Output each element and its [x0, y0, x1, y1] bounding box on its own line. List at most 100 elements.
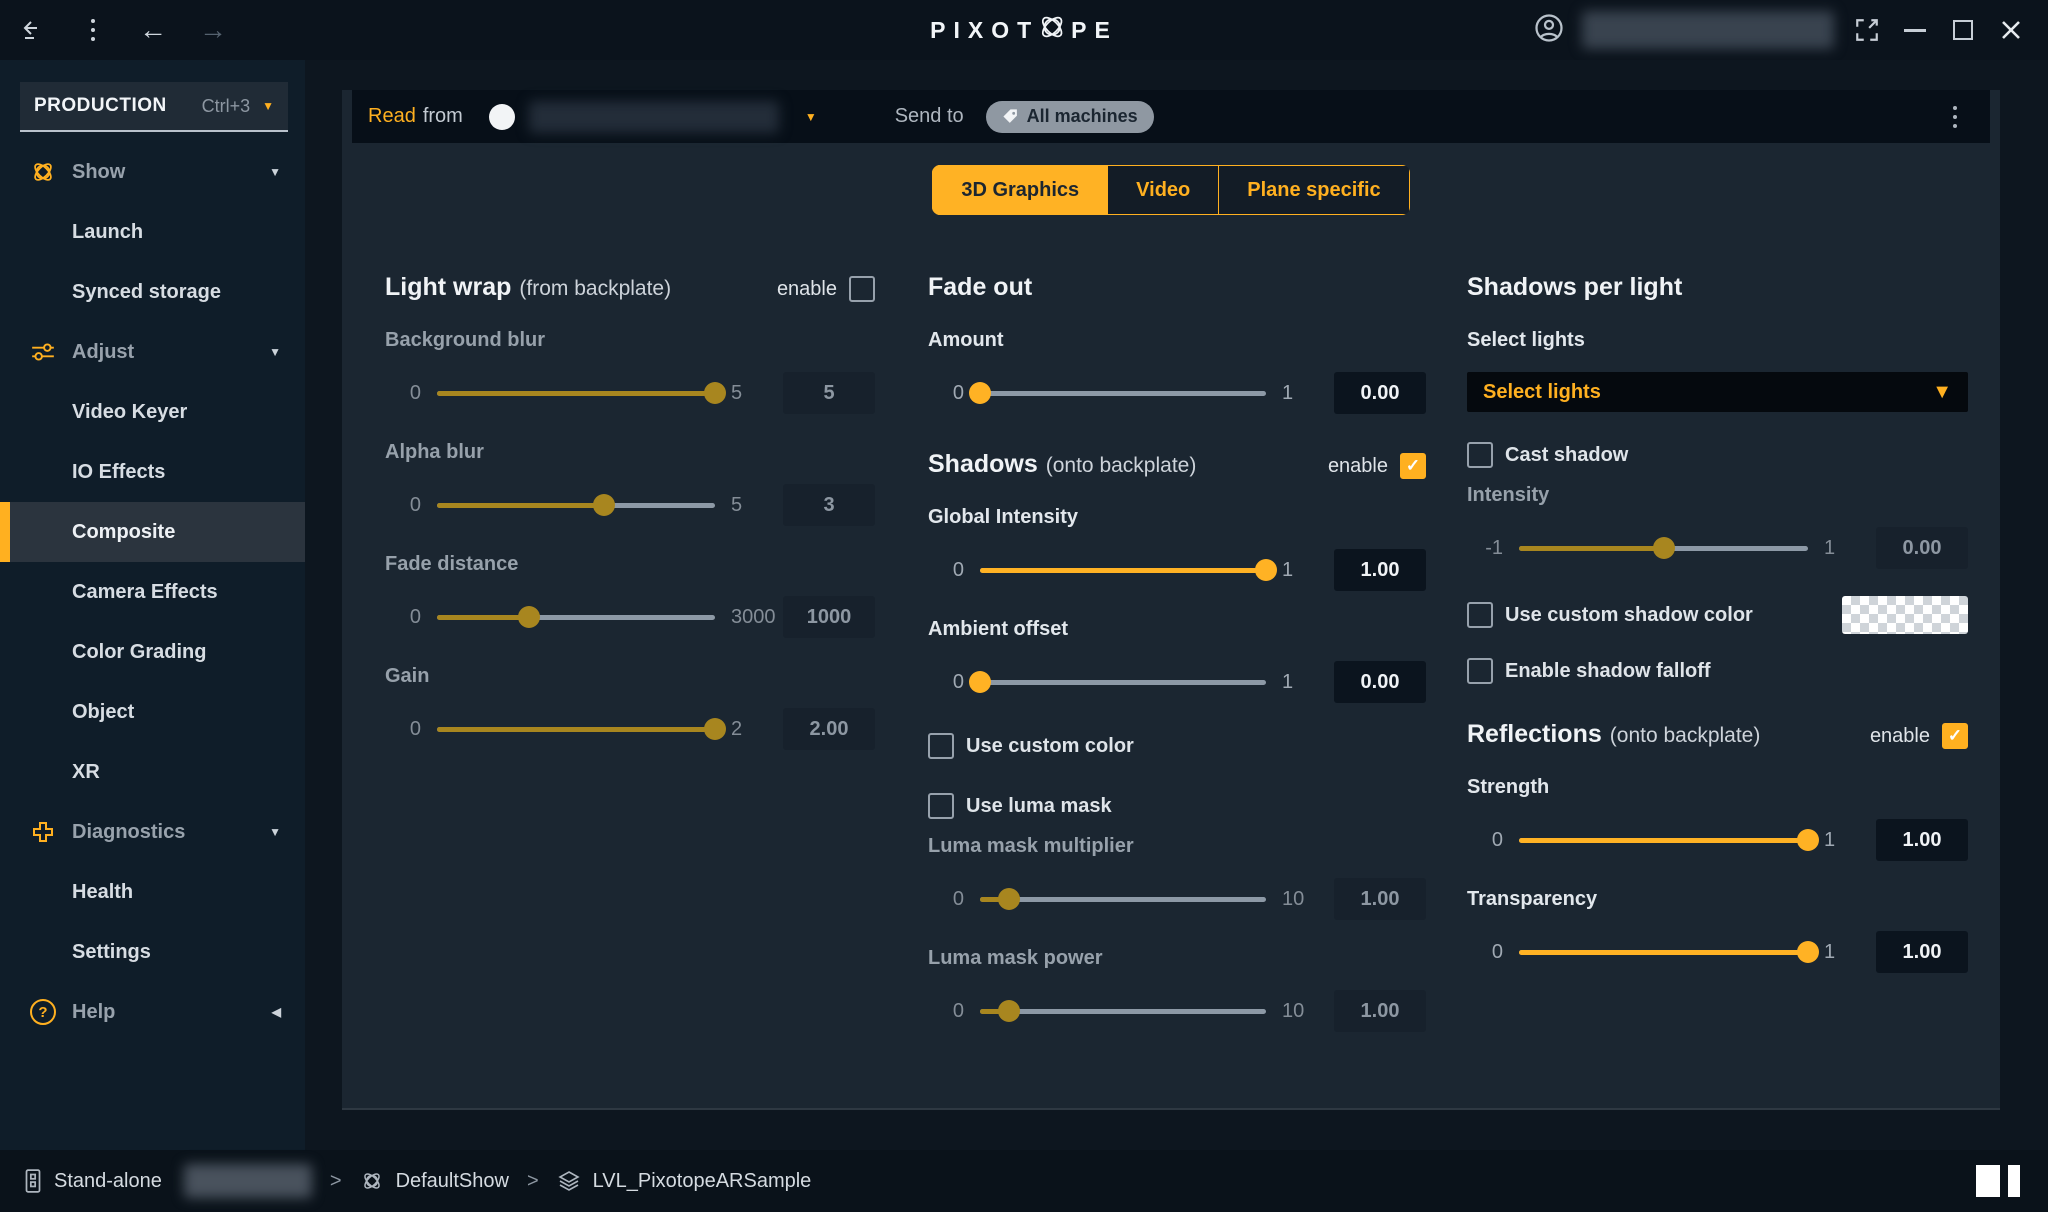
tab-3d-graphics[interactable]: 3D Graphics	[932, 165, 1109, 215]
sidebar-item-adjust[interactable]: Adjust ▼	[0, 322, 305, 382]
reflections-enable-checkbox[interactable]: ✓	[1942, 723, 1968, 749]
tab-plane-specific[interactable]: Plane specific	[1219, 165, 1410, 215]
slider-thumb[interactable]	[997, 1000, 1020, 1022]
slider-value-field[interactable]: 0.00	[1334, 372, 1426, 414]
slider-thumb[interactable]	[592, 494, 615, 516]
options-kebab-icon[interactable]	[1940, 102, 1970, 132]
slider-value-field[interactable]: 0.00	[1334, 661, 1426, 703]
strength-slider[interactable]	[1519, 829, 1819, 851]
shadow-color-swatch[interactable]	[1842, 596, 1968, 634]
sidebar-item-composite[interactable]: Composite	[0, 502, 305, 562]
checkbox-label: Enable shadow falloff	[1505, 659, 1711, 682]
close-button[interactable]	[1996, 15, 2026, 45]
section-title: Shadows per light	[1467, 273, 1683, 301]
slider-value-field[interactable]: 1.00	[1334, 878, 1426, 920]
panel-layout-switcher[interactable]	[1976, 1165, 2020, 1197]
fit-screen-icon[interactable]	[1852, 15, 1882, 45]
forward-arrow-icon[interactable]: →	[199, 14, 227, 45]
select-lights-dropdown[interactable]: Select lights ▼	[1467, 372, 1968, 412]
slider-thumb[interactable]	[704, 382, 726, 404]
slider-value-field[interactable]: 1.00	[1876, 931, 1968, 973]
luma-mask-power-slider[interactable]	[980, 1000, 1266, 1022]
enable-shadow-falloff-checkbox[interactable]: ✓	[1467, 658, 1493, 684]
intensity-slider[interactable]	[1519, 537, 1808, 559]
read-send-bar: Read from ▼ Send to All machines	[352, 90, 1990, 143]
slider-value-field[interactable]: 1.00	[1876, 819, 1968, 861]
luma-mask-multiplier-slider[interactable]	[980, 888, 1266, 910]
sidebar-item-label: Help	[72, 1000, 116, 1023]
shadows-enable-checkbox[interactable]: ✓	[1400, 453, 1426, 479]
alpha-blur-slider[interactable]	[437, 494, 715, 516]
logo-text-left: PIXOT	[930, 16, 1040, 43]
use-custom-color-checkbox[interactable]: ✓	[928, 733, 954, 759]
slider-value-field[interactable]: 0.00	[1876, 527, 1968, 569]
slider-value-field[interactable]: 3	[783, 484, 875, 526]
sidebar-item-io-effects[interactable]: IO Effects	[0, 442, 305, 502]
section-suffix: (from backplate)	[519, 277, 672, 300]
slider-thumb[interactable]	[704, 718, 726, 740]
param-label: Luma mask multiplier	[928, 835, 1134, 857]
slider-thumb[interactable]	[1255, 559, 1277, 581]
ambient-offset-slider-row: 0 1 0.00	[928, 661, 1426, 703]
use-custom-shadow-color-checkbox[interactable]: ✓	[1467, 602, 1493, 628]
breadcrumb-level-label: LVL_PixotopeARSample	[592, 1169, 812, 1192]
statusbar-mode[interactable]: Stand-alone	[54, 1169, 162, 1192]
sidebar-item-object[interactable]: Object	[0, 682, 305, 742]
menu-kebab-icon[interactable]	[78, 15, 108, 45]
sidebar-item-color-grading[interactable]: Color Grading	[0, 622, 305, 682]
slider-thumb[interactable]	[1797, 941, 1819, 963]
background-blur-slider[interactable]	[437, 382, 726, 404]
global-intensity-slider[interactable]	[980, 559, 1277, 581]
slider-value-field[interactable]: 5	[783, 372, 875, 414]
slider-max: 5	[731, 493, 743, 516]
collapse-sidebar-icon[interactable]	[18, 15, 48, 45]
slider-min: 0	[409, 605, 421, 628]
user-avatar-icon[interactable]	[1534, 13, 1564, 48]
send-target-pill[interactable]: All machines	[985, 100, 1154, 133]
sidebar-item-launch[interactable]: Launch	[0, 202, 305, 262]
slider-thumb[interactable]	[997, 888, 1020, 910]
slider-thumb[interactable]	[1797, 829, 1819, 851]
gain-slider[interactable]	[437, 718, 726, 740]
help-question-icon: ?	[30, 999, 56, 1025]
back-arrow-icon[interactable]: ←	[139, 14, 167, 45]
layout-rect-wide[interactable]	[1976, 1165, 2000, 1197]
sidebar-item-xr[interactable]: XR	[0, 742, 305, 802]
fade-distance-slider[interactable]	[437, 606, 715, 628]
cast-shadow-checkbox[interactable]: ✓	[1467, 442, 1493, 468]
sidebar-item-synced-storage[interactable]: Synced storage	[0, 262, 305, 322]
mode-selector[interactable]: PRODUCTION Ctrl+3 ▼	[20, 82, 288, 132]
slider-max: 5	[731, 381, 743, 404]
machine-icon	[24, 1168, 42, 1194]
sidebar-item-diagnostics[interactable]: Diagnostics ▼	[0, 802, 305, 862]
sidebar-item-camera-effects[interactable]: Camera Effects	[0, 562, 305, 622]
diagnostics-cross-icon	[28, 820, 58, 844]
sidebar-item-help[interactable]: ? Help ◀	[0, 982, 305, 1042]
breadcrumb-show[interactable]: DefaultShow	[360, 1169, 509, 1193]
slider-value-field[interactable]: 1.00	[1334, 549, 1426, 591]
slider-thumb[interactable]	[969, 382, 991, 404]
light-wrap-enable-checkbox[interactable]: ✓	[849, 276, 875, 302]
slider-thumb[interactable]	[969, 671, 991, 693]
sidebar-item-video-keyer[interactable]: Video Keyer	[0, 382, 305, 442]
amount-slider[interactable]	[969, 382, 1266, 404]
sidebar-item-health[interactable]: Health	[0, 862, 305, 922]
sidebar-item-settings[interactable]: Settings	[0, 922, 305, 982]
tab-video[interactable]: Video	[1108, 165, 1220, 215]
layout-rect-narrow[interactable]	[2008, 1165, 2020, 1197]
transparency-slider[interactable]	[1519, 941, 1819, 963]
slider-thumb[interactable]	[1652, 537, 1675, 559]
slider-value-field[interactable]: 1000	[783, 596, 875, 638]
machine-dropdown-caret[interactable]: ▼	[804, 109, 817, 124]
slider-value-field[interactable]: 2.00	[783, 708, 875, 750]
sidebar-item-show[interactable]: Show ▼	[0, 142, 305, 202]
slider-max: 1	[1824, 536, 1836, 559]
slider-thumb[interactable]	[517, 606, 540, 628]
minimize-button[interactable]	[1900, 15, 1930, 45]
ambient-offset-slider[interactable]	[969, 671, 1266, 693]
maximize-button[interactable]	[1948, 15, 1978, 45]
breadcrumb-level[interactable]: LVL_PixotopeARSample	[557, 1169, 812, 1193]
slider-value-field[interactable]: 1.00	[1334, 990, 1426, 1032]
use-luma-mask-checkbox[interactable]: ✓	[928, 793, 954, 819]
pixotope-logo: PIXOT PE	[930, 12, 1118, 48]
